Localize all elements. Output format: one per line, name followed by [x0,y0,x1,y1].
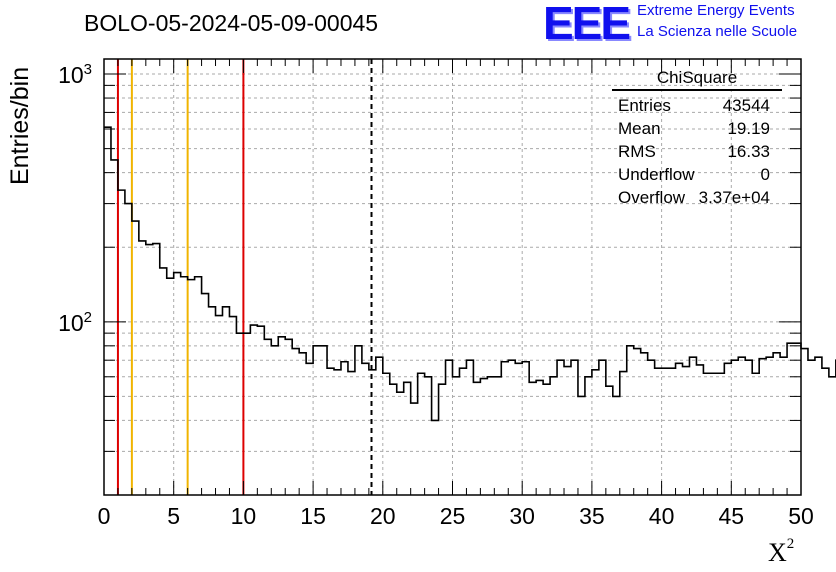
x-tick-label: 20 [370,503,396,529]
y-tick-label: 103 [58,61,92,88]
stats-value: 16.33 [727,142,770,161]
x-tick-label: 0 [98,503,111,529]
stats-row-underflow: Underflow 0 [612,163,778,186]
stats-row-overflow: Overflow 3.37e+04 [612,186,778,209]
x-tick-label: 25 [440,503,466,529]
plot-frame [103,58,802,496]
x-tick-label: 15 [300,503,326,529]
x-tick-label: 5 [167,503,180,529]
stats-value: 0 [760,165,770,184]
chart-title: BOLO-05-2024-05-09-00045 [84,10,379,36]
stats-row-mean: Mean 19.19 [612,117,778,140]
stats-value: 19.19 [727,119,770,138]
x-axis-label-base: X [768,538,787,567]
x-tick-label: 50 [788,503,814,529]
logo-line-2: La Scienza nelle Scuole [637,23,798,40]
stats-key: RMS [618,142,656,161]
axes [103,58,802,496]
tick-labels: 0 5 10 15 20 25 30 35 40 45 50 102 103 [58,61,814,529]
stats-row-rms: RMS 16.33 [612,140,778,163]
histogram-line [104,126,836,422]
x-tick-label: 35 [579,503,605,529]
logo-line-1: Extreme Energy Events [637,2,795,19]
x-axis-label-exponent: 2 [786,536,795,552]
histogram-series [104,126,836,422]
x-tick-label: 30 [509,503,535,529]
stats-key: Underflow [618,165,695,184]
y-tick-label: 102 [58,309,92,336]
x-axis-label: X2 [768,536,795,568]
stats-value: 3.37e+04 [698,188,770,207]
logo-mark: EEE [543,0,631,49]
x-tick-label: 40 [649,503,675,529]
stats-box-title: ChiSquare [612,68,782,91]
stats-box: ChiSquare Entries 43544 Mean 19.19 RMS 16.3… [612,68,782,209]
stats-row-entries: Entries 43544 [612,94,778,117]
stats-key: Overflow [618,188,686,207]
marker-lines [116,59,373,495]
stats-key: Entries [618,96,671,115]
stats-key: Mean [618,119,661,138]
stats-value: 43544 [722,96,770,115]
x-tick-label: 10 [231,503,257,529]
x-tick-label: 45 [719,503,745,529]
